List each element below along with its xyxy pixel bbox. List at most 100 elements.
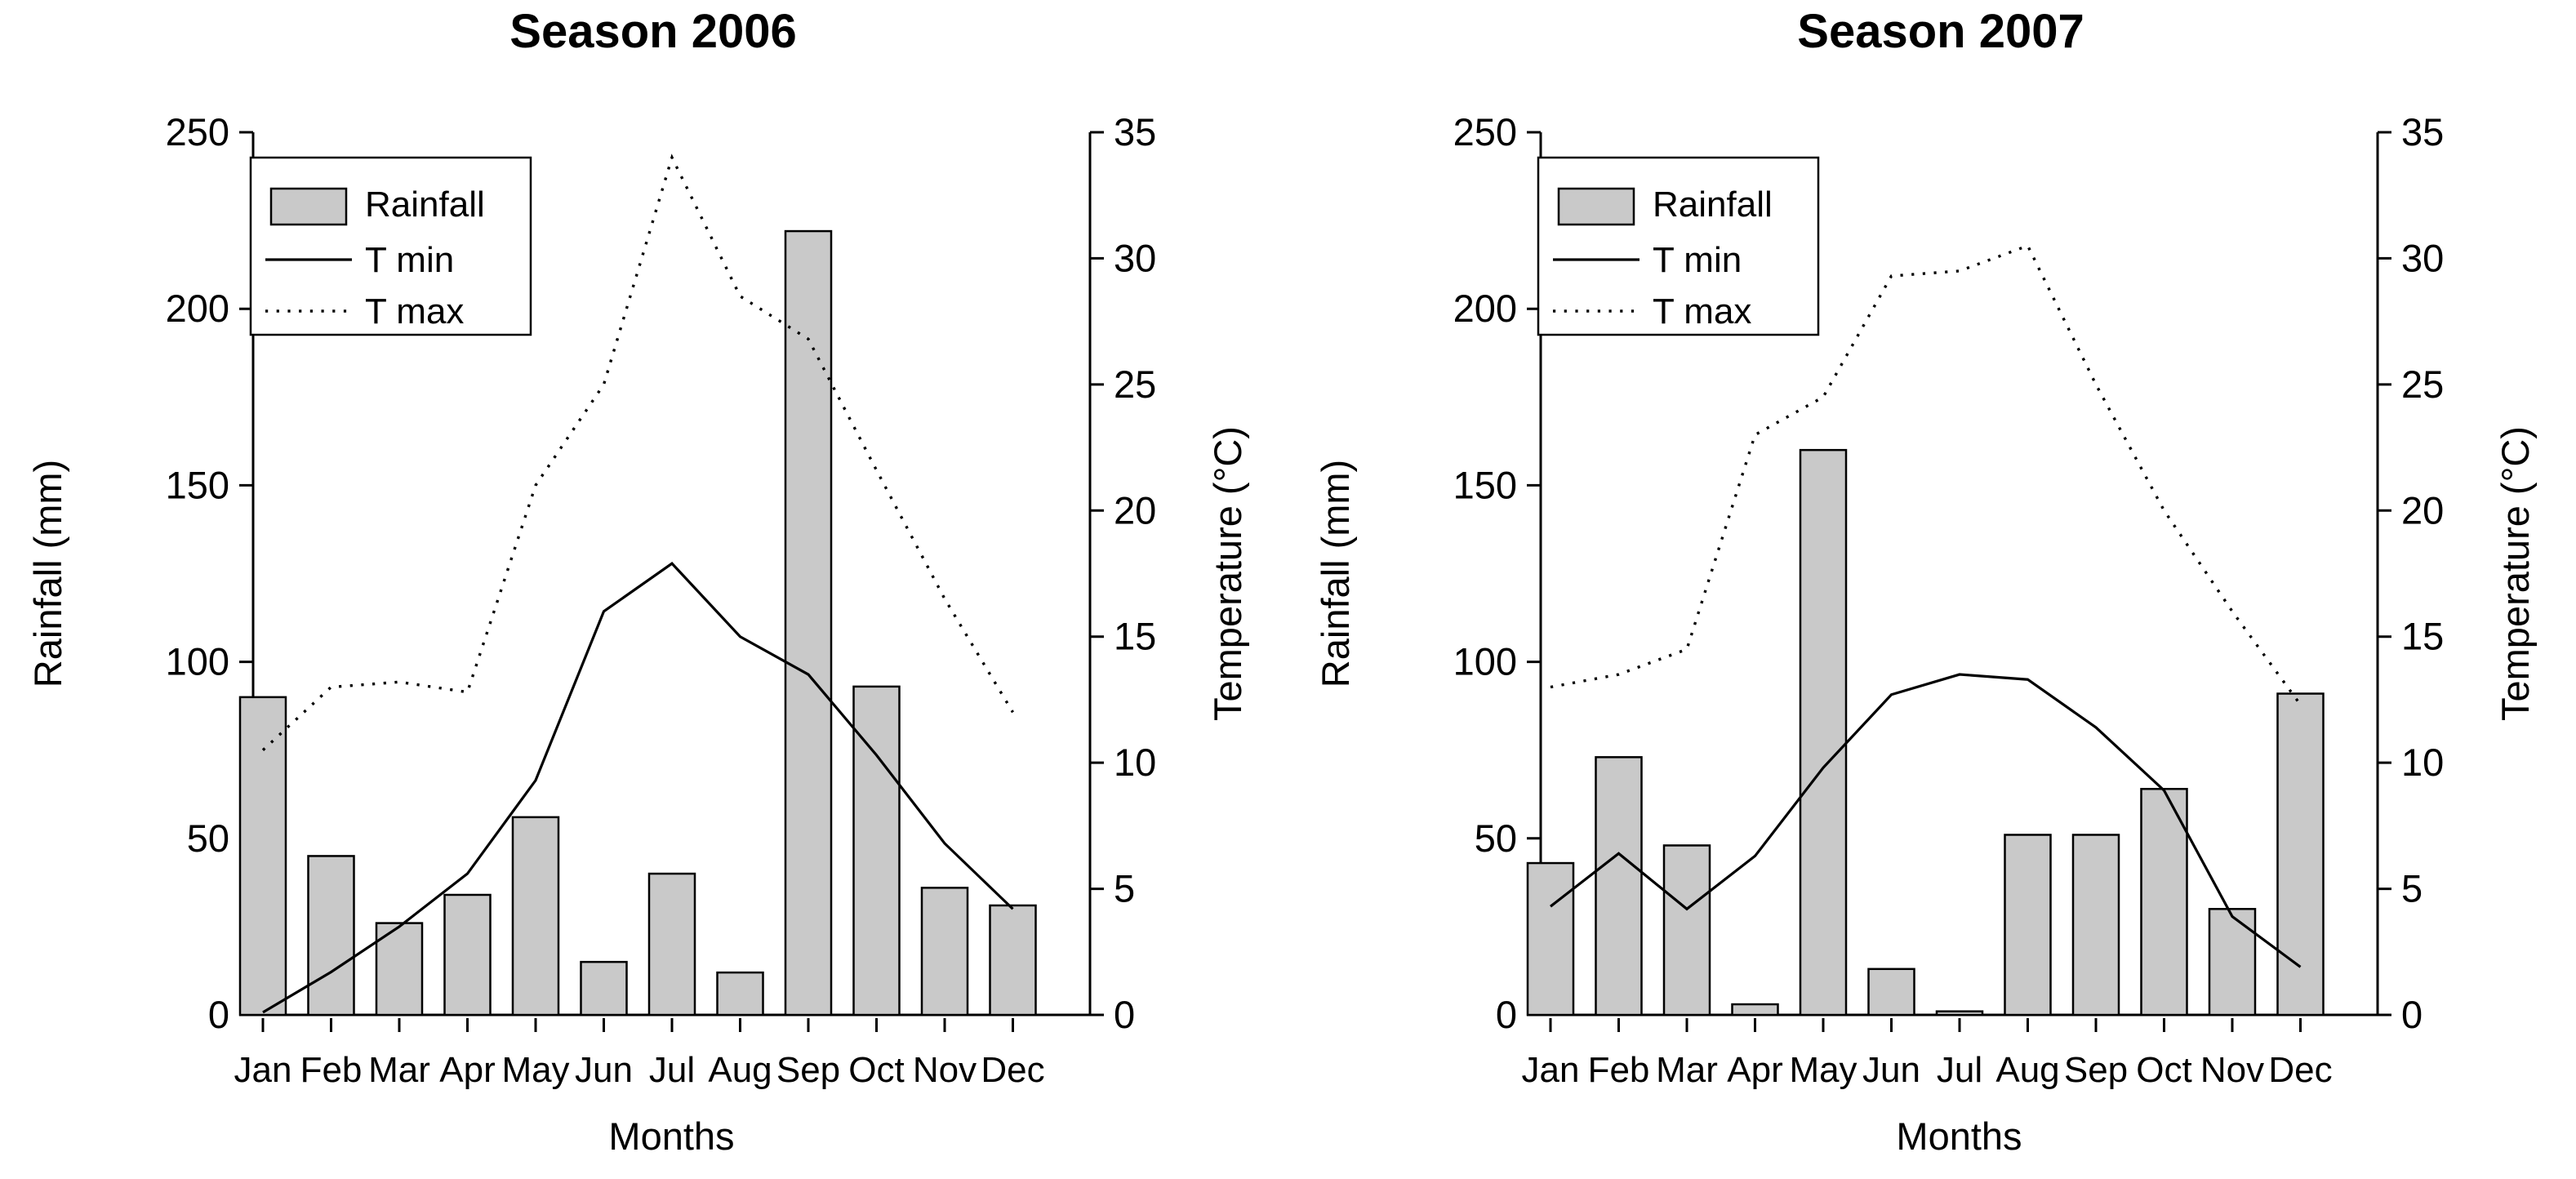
month-tick-label: Oct — [848, 1050, 904, 1090]
rainfall-bar — [375, 922, 424, 1017]
rainfall-bar — [580, 960, 628, 1017]
rainfall-bar — [647, 872, 696, 1017]
month-tick-label: May — [1789, 1050, 1857, 1090]
rainfall-bar — [1731, 1003, 1779, 1017]
left-axis-tick-label: 200 — [166, 287, 229, 330]
month-tick-label: Aug — [1995, 1050, 2059, 1090]
left-axis-tick-label: 150 — [1453, 463, 1517, 506]
month-tick-label: Feb — [300, 1050, 363, 1090]
month-tick-label: Jan — [234, 1050, 292, 1090]
right-axis-tick-label: 30 — [1114, 236, 1156, 279]
right-axis-title: Temperature (°C) — [2494, 426, 2537, 721]
month-tick-label: Sep — [2064, 1050, 2128, 1090]
chart-title: Season 2007 — [1797, 5, 2084, 58]
rainfall-bar — [2276, 692, 2325, 1017]
right-axis-tick-label: 20 — [1114, 488, 1156, 532]
rainfall-bar — [2004, 834, 2052, 1017]
rainfall-bar — [238, 696, 287, 1017]
month-tick-label: Jul — [1937, 1050, 1982, 1090]
right-axis-tick-label: 25 — [2401, 363, 2444, 406]
month-tick-label: Mar — [1656, 1050, 1718, 1090]
rainfall-bar — [1935, 1010, 1984, 1017]
month-tick-label: Apr — [1727, 1050, 1782, 1090]
legend-label-tmax: T max — [365, 291, 464, 331]
x-axis-title: Months — [608, 1114, 734, 1158]
right-axis-tick-label: 35 — [2401, 110, 2444, 153]
right-axis-tick-label: 5 — [1114, 867, 1135, 910]
legend-label-tmax: T max — [1653, 291, 1751, 331]
legend-label-rainfall: Rainfall — [365, 185, 485, 225]
rainfall-bar — [1867, 968, 1915, 1017]
rainfall-bar — [1799, 448, 1848, 1017]
left-axis-tick-label: 250 — [166, 110, 229, 153]
month-tick-label: Oct — [2136, 1050, 2191, 1090]
chart-panel-season-2007: Season 2007 0 50 100 150 200 250 0 5 10 15 20 25 30 35… — [1288, 0, 2576, 1179]
month-tick-label: Sep — [776, 1050, 840, 1090]
rainfall-bar — [852, 685, 901, 1017]
x-axis-title: Months — [1896, 1114, 2022, 1158]
right-axis-tick-label: 10 — [2401, 741, 2444, 784]
month-tick-label: Jan — [1522, 1050, 1580, 1090]
rainfall-bar — [716, 971, 764, 1017]
month-tick-label: Feb — [1588, 1050, 1650, 1090]
left-axis-title: Rainfall (mm) — [1314, 460, 1357, 687]
right-axis-tick-label: 15 — [2401, 615, 2444, 658]
legend-label-tmin: T min — [365, 240, 454, 280]
legend-rainfall-swatch — [1557, 187, 1635, 226]
left-axis-tick-label: 200 — [1453, 287, 1517, 330]
rainfall-bar — [784, 229, 833, 1017]
month-tick-label: Jul — [649, 1050, 695, 1090]
chart-title: Season 2006 — [509, 5, 796, 58]
season-2007-chart: Season 2007 0 50 100 150 200 250 0 5 10 15 20 25 30 35… — [1314, 5, 2537, 1158]
month-tick-label: Aug — [708, 1050, 772, 1090]
rainfall-bar — [1662, 844, 1711, 1017]
legend-box — [1537, 156, 1820, 336]
rainfall-bar — [1595, 756, 1643, 1017]
month-tick-label: Dec — [2268, 1050, 2332, 1090]
left-axis-title: Rainfall (mm) — [26, 460, 69, 687]
month-tick-label: Mar — [368, 1050, 430, 1090]
month-tick-label: Apr — [439, 1050, 495, 1090]
rainfall-bar — [511, 816, 560, 1017]
rainfall-bar — [443, 893, 492, 1017]
month-tick-label: Nov — [2200, 1050, 2264, 1090]
legend-label-rainfall: Rainfall — [1653, 185, 1773, 225]
right-axis-tick-label: 20 — [2401, 488, 2444, 532]
season-2006-chart: Season 2006 0 50 100 150 200 250 0 5 10 15 20 25 30 35… — [26, 5, 1249, 1158]
rainfall-bar — [307, 855, 355, 1017]
tmin-line — [1550, 673, 2302, 968]
right-axis-tick-label: 30 — [2401, 236, 2444, 279]
rainfall-bar — [2071, 834, 2120, 1017]
month-tick-label: Nov — [913, 1050, 977, 1090]
rainfall-bar — [989, 904, 1037, 1017]
rainfall-bar — [920, 887, 969, 1017]
left-axis-tick-label: 250 — [1453, 110, 1517, 153]
chart-panel-season-2006: Season 2006 0 50 100 150 200 250 0 5 10 15 20 25 30 35… — [26, 5, 1249, 1158]
right-axis-tick-label: 0 — [2401, 993, 2423, 1036]
rainfall-bar — [2208, 908, 2257, 1017]
left-axis-tick-label: 100 — [1453, 640, 1517, 683]
left-axis-tick-label: 100 — [166, 640, 229, 683]
legend-rainfall-swatch — [269, 187, 348, 226]
right-axis-tick-label: 35 — [1114, 110, 1156, 153]
legend-box — [249, 156, 532, 336]
left-axis-tick-label: 0 — [208, 993, 229, 1036]
right-axis-tick-label: 15 — [1114, 615, 1156, 658]
right-axis-tick-label: 5 — [2401, 867, 2423, 910]
left-axis-tick-label: 0 — [1496, 993, 1517, 1036]
right-axis-tick-label: 0 — [1114, 993, 1135, 1036]
month-tick-label: May — [501, 1050, 569, 1090]
right-axis-title: Temperature (°C) — [1206, 426, 1249, 721]
left-axis-tick-label: 150 — [166, 463, 229, 506]
month-tick-label: Dec — [981, 1050, 1044, 1090]
legend-label-tmin: T min — [1653, 240, 1742, 280]
left-axis-tick-label: 50 — [187, 816, 229, 860]
tmin-line — [262, 562, 1014, 1014]
right-axis-tick-label: 25 — [1114, 363, 1156, 406]
month-tick-label: Jun — [575, 1050, 633, 1090]
rainfall-bar — [1526, 861, 1575, 1017]
rainfall-bar — [2140, 788, 2188, 1017]
month-tick-label: Jun — [1862, 1050, 1920, 1090]
left-axis-tick-label: 50 — [1475, 816, 1517, 860]
